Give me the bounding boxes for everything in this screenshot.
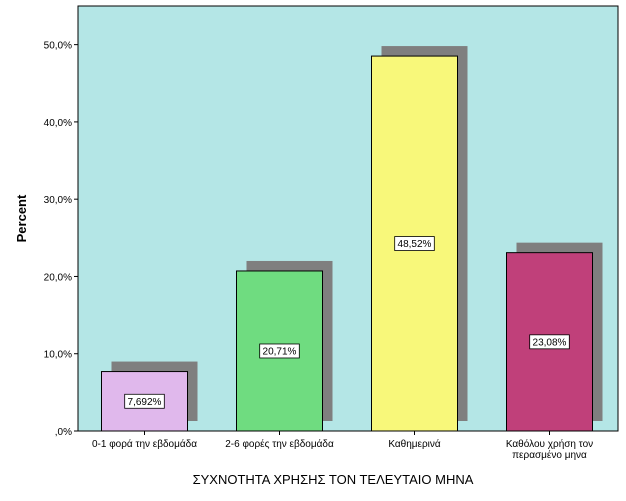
y-tick-label: 40,0%	[44, 118, 72, 129]
x-tick-label: Καθόλου χρήση τον	[506, 438, 593, 450]
y-tick-label: 30,0%	[44, 195, 72, 206]
data-label: 7,692%	[128, 397, 162, 408]
x-tick-label: περασμένο μηνα	[512, 449, 587, 461]
data-label-box	[394, 236, 435, 251]
y-axis-ticks: ,0% 10,0% 20,0% 30,0% 40,0% 50,0%	[44, 41, 78, 438]
data-label-box	[529, 334, 570, 350]
x-axis-ticks: 0-1 φορά την εβδομάδα 2-6 φορές την εβδομ…	[92, 431, 593, 461]
data-label: 20,71%	[263, 346, 297, 357]
data-label: 23,08%	[533, 337, 567, 348]
y-tick-label: 20,0%	[44, 272, 72, 283]
y-tick-label: 10,0%	[44, 350, 72, 361]
x-tick-label: Καθημερινά	[388, 438, 441, 450]
data-label: 48,52%	[398, 239, 432, 250]
y-axis-title: Percent	[14, 194, 29, 242]
plot-border	[77, 5, 619, 432]
y-tick-label: 50,0%	[44, 41, 72, 52]
data-label-box	[259, 343, 300, 359]
x-tick-label: 0-1 φορά την εβδομάδα	[92, 438, 197, 450]
x-axis-title: ΣΥΧΝΟΤΗΤΑ ΧΡΗΣΗΣ ΤΟΝ ΤΕΛΕΥΤΑΙΟ ΜΗΝΑ	[193, 472, 474, 487]
x-tick-label: 2-6 φορές την εβδομάδα	[225, 438, 334, 450]
data-label-box	[124, 393, 165, 409]
bars: 7,692% 20,71% 48,52% 23,08%	[101, 46, 603, 432]
y-tick-label: ,0%	[55, 427, 72, 438]
